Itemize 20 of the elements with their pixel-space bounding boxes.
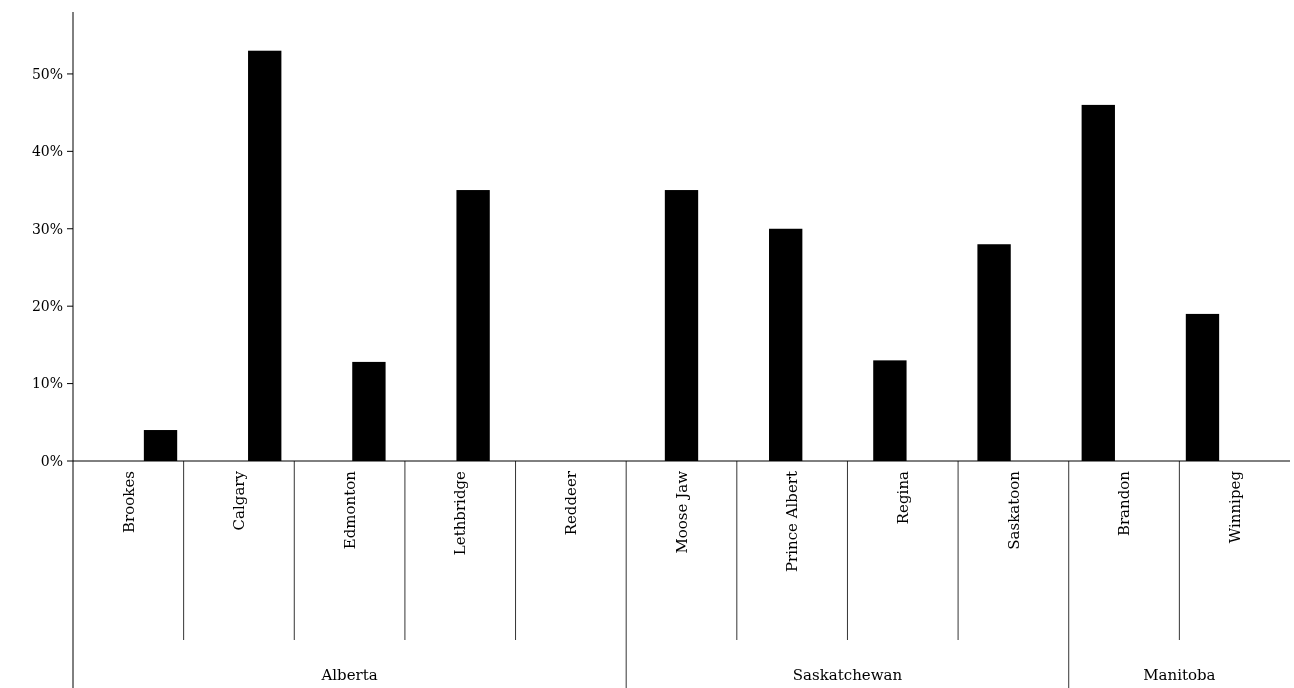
- x-tick-label: Saskatoon: [1004, 470, 1023, 550]
- y-tick-label: 0%: [40, 452, 63, 469]
- text: Saskatchewan: [792, 666, 903, 684]
- x-tick-label: Calgary: [230, 470, 249, 531]
- x-tick-label: Lethbridge: [451, 470, 470, 556]
- y-tick-label: 20%: [31, 298, 63, 315]
- y-tick-label: 40%: [31, 143, 63, 160]
- x-tick-label: Brookes: [119, 471, 138, 533]
- x-tick-label: Prince Albert: [783, 471, 802, 573]
- y-tick-label: 30%: [31, 220, 63, 237]
- x-tick-label: Brandon: [1115, 470, 1134, 537]
- text: Manitoba: [1143, 666, 1216, 684]
- text: Alberta: [320, 666, 378, 684]
- x-tick-label: Winnipeg: [1225, 470, 1244, 544]
- x-tick-label: Moose Jaw: [672, 470, 691, 554]
- x-tick-label: Regina: [894, 470, 913, 525]
- x-tick-label: Edmonton: [340, 470, 359, 550]
- x-tick-label: Reddeer: [562, 470, 581, 536]
- y-tick-label: 10%: [31, 375, 63, 392]
- y-tick-label: 50%: [31, 65, 63, 82]
